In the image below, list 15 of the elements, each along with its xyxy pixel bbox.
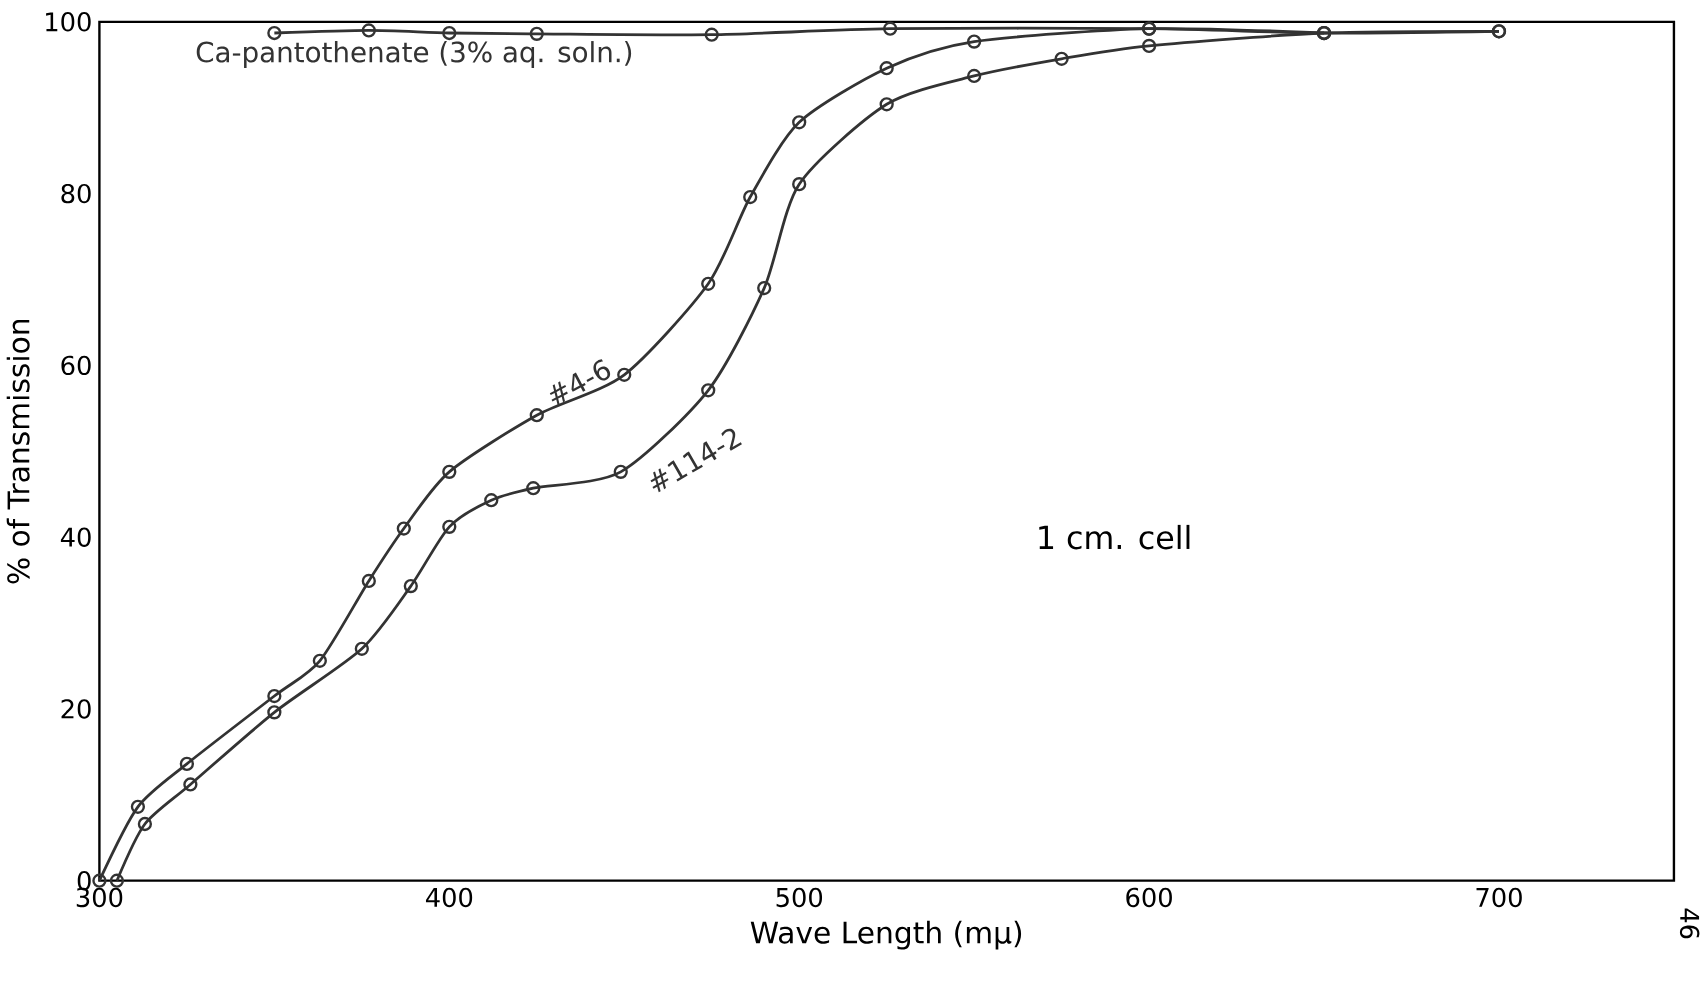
y-tick-label: 80 [61, 183, 91, 204]
annotation: 1 cm. cell [1039, 524, 1190, 550]
text: #4-6 [549, 359, 611, 406]
y-tick-label: 20 [61, 699, 91, 719]
y-tick-label: 100 [46, 12, 91, 32]
y-axis-title: % of Transmission [6, 319, 30, 584]
y-tick-label: 60 [61, 355, 91, 376]
x-tick-label: 600 [1126, 887, 1172, 908]
x-tick-label: 400 [425, 887, 473, 908]
y-tick-label: 40 [60, 527, 91, 547]
x-axis-title: Wave Length (mμ) [750, 920, 1022, 950]
text: 46 [1679, 908, 1700, 939]
x-tick-label: 500 [776, 887, 823, 908]
x-tick-label: 700 [1476, 887, 1522, 908]
series-label: Ca-pantothenate (3% aq. soln.) [196, 41, 632, 68]
